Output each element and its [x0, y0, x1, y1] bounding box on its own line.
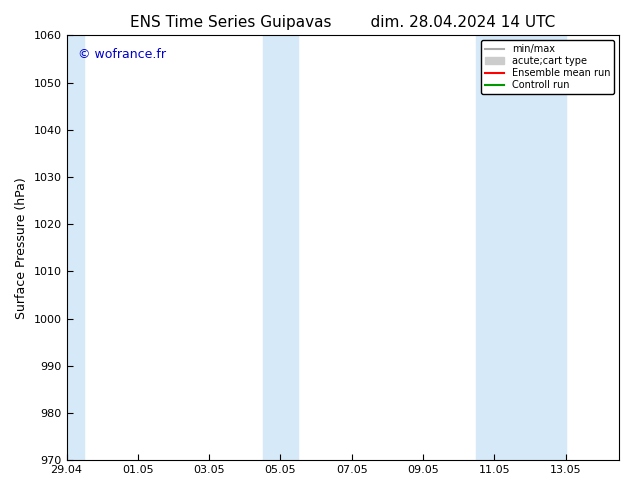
Text: © wofrance.fr: © wofrance.fr — [77, 48, 165, 61]
Y-axis label: Surface Pressure (hPa): Surface Pressure (hPa) — [15, 177, 28, 318]
Title: ENS Time Series Guipavas        dim. 28.04.2024 14 UTC: ENS Time Series Guipavas dim. 28.04.2024… — [130, 15, 555, 30]
Legend: min/max, acute;cart type, Ensemble mean run, Controll run: min/max, acute;cart type, Ensemble mean … — [481, 40, 614, 94]
Bar — [63, 35, 84, 460]
Bar — [476, 35, 566, 460]
Bar — [262, 35, 298, 460]
